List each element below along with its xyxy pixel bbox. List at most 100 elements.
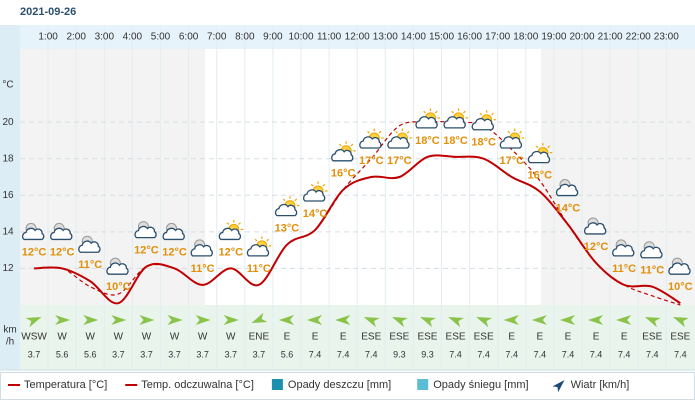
temperature-label: 12°C [50,246,75,258]
hour-label: 1:00 [38,32,58,43]
arrow [531,315,547,325]
arrow [195,315,211,325]
temperature-label: 10°C [668,281,693,293]
sun-ray [406,130,410,134]
arrow [476,316,493,328]
sun-ray [535,145,539,149]
cloud [162,227,185,241]
temperature-label: 17°C [387,155,412,167]
sun-ray [434,110,438,114]
sun-ray [238,222,241,225]
hour-label: 5:00 [151,32,171,43]
weather-icon [162,222,185,241]
weather-icon [359,128,384,149]
arrow [672,316,689,328]
wind-speed: 3.7 [253,349,266,359]
cloud [584,222,607,235]
hour-label: 21:00 [598,32,623,43]
legend-label: Opady śniegu [mm] [433,379,528,391]
temperature-label: 14°C [556,202,581,214]
temperature-label: 12°C [218,246,243,258]
hour-label: 9:00 [263,32,283,43]
wind-arrow [391,316,408,328]
arrow [552,380,565,393]
cloud [218,227,242,241]
legend-label: Opady deszczu [mm] [288,379,391,391]
wind-arrow [420,316,436,328]
sun-ray [339,143,342,147]
wind-speed: 3.7 [196,349,209,359]
wind-direction: E [340,332,347,343]
weather-icon [134,221,157,239]
temperature-label: 18°C [471,137,496,149]
sun-ray [350,143,354,147]
temperature-label: 18°C [443,135,468,147]
wind-direction: W [142,332,152,343]
temperature-label: 17°C [499,155,524,167]
arrow [420,316,436,328]
legend-label: Wiatr [km/h] [571,379,630,391]
temperature-label: 11°C [612,263,636,275]
arrow [307,315,323,325]
cloud [303,189,326,202]
temperature-label: 12°C [134,245,159,257]
arrow [448,316,464,328]
wind-direction: E [565,332,572,343]
wind-arrow [278,315,294,325]
sun-ray [378,130,382,134]
hour-label: 8:00 [235,32,255,43]
weather-icon [303,181,328,202]
sun-ray [451,110,455,114]
wind-arrow [139,315,155,325]
wind-speed: 3.7 [168,349,181,359]
weather-icon [584,217,607,235]
wind-arrow [55,315,71,325]
wind-direction: W [57,332,67,343]
hour-label: 18:00 [513,32,538,43]
arrow [223,315,239,325]
arrow [391,316,408,328]
weather-icon [443,108,469,129]
y-unit: °C [2,80,13,91]
sun-ray [395,130,398,134]
wind-speed: 5.6 [56,349,69,359]
wind-direction: E [621,332,628,343]
temperature-label: 17°C [359,155,384,167]
hour-label: 2:00 [66,32,86,43]
hour-label: 15:00 [429,32,454,43]
hour-label: 14:00 [401,32,426,43]
hour-label: 3:00 [95,32,115,43]
wind-direction: W [170,332,180,343]
wind-arrow [195,315,211,325]
temperature-label: 11°C [640,265,664,277]
night-shade [541,49,695,305]
wind-speed: 3.7 [140,349,153,359]
cloud [415,116,438,129]
cloud [331,149,354,162]
wind-speed: 7.4 [590,349,603,359]
arrow [251,312,268,324]
wind-arrow [25,316,42,328]
wind-direction: WSW [21,332,47,343]
weather-icon [612,239,635,257]
sun-ray [266,238,269,242]
weather-icon [50,222,73,241]
wind-direction: W [114,332,124,343]
y-tick-label: 18 [2,153,14,164]
hour-label: 16:00 [457,32,482,43]
temperature-label: 16°C [331,168,356,180]
cloud [499,136,523,149]
sun-ray [423,110,426,114]
wind-direction: E [508,332,515,343]
legend-swatch [417,379,429,390]
hour-label: 17:00 [485,32,510,43]
wind-speed: 3.7 [28,349,41,359]
wind-arrow [223,315,239,325]
temperature-label: 13°C [275,223,300,235]
wind-speed: 7.4 [618,349,631,359]
y-tick-label: 16 [2,190,14,201]
weather-icon [499,128,525,149]
wind-speed: 7.4 [449,349,462,359]
chart-title: 2021-09-26 [20,6,76,18]
weather-icon [218,219,244,241]
